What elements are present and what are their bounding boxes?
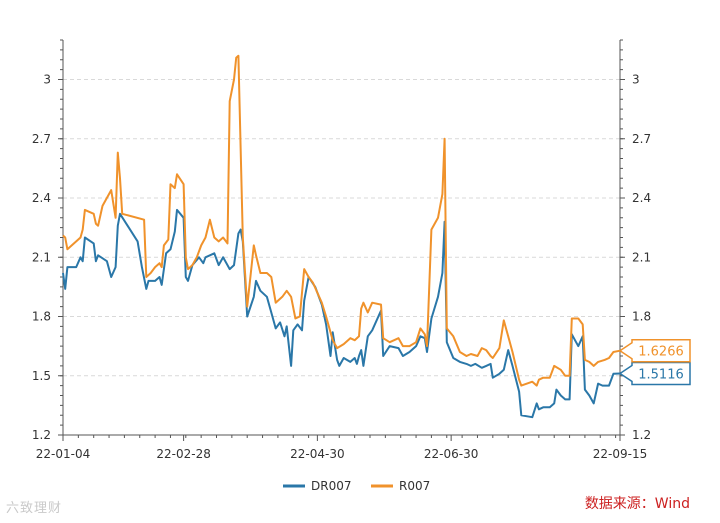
y-tick-label-right: 1.2 bbox=[632, 428, 651, 442]
legend-item-dr007: DR007 bbox=[283, 479, 351, 493]
axes: 1.21.21.51.51.81.82.12.12.42.42.72.73322… bbox=[32, 39, 651, 461]
y-tick-label-left: 2.4 bbox=[32, 191, 51, 205]
x-tick-label: 22-04-30 bbox=[290, 447, 344, 461]
last-value-flags: 1.5116 1.6266 bbox=[618, 338, 691, 386]
legend-label: R007 bbox=[399, 479, 430, 493]
y-tick-label-right: 2.4 bbox=[632, 191, 651, 205]
flag-value: 1.5116 bbox=[638, 367, 684, 382]
y-tick-label-left: 2.1 bbox=[32, 250, 51, 264]
y-tick-label-left: 1.2 bbox=[32, 428, 51, 442]
y-tick-label-left: 3 bbox=[43, 73, 51, 87]
y-tick-label-right: 2.1 bbox=[632, 250, 651, 264]
watermark: 六致理财 bbox=[6, 501, 63, 516]
y-tick-label-right: 1.8 bbox=[632, 310, 651, 324]
x-tick-label: 22-09-15 bbox=[593, 447, 647, 461]
last-value-flag-dr007: 1.5116 bbox=[618, 361, 691, 386]
legend-item-r007: R007 bbox=[371, 479, 430, 493]
y-tick-label-right: 2.7 bbox=[632, 132, 651, 146]
flag-box bbox=[618, 361, 691, 386]
series-lines bbox=[62, 54, 621, 419]
flag-box bbox=[618, 338, 691, 363]
legend: DR007 R007 bbox=[283, 479, 430, 493]
y-tick-label-right: 3 bbox=[632, 73, 640, 87]
x-tick-label: 22-06-30 bbox=[424, 447, 478, 461]
legend-label: DR007 bbox=[311, 479, 351, 493]
series-line-r007 bbox=[62, 54, 621, 387]
grid-lines bbox=[63, 79, 620, 436]
data-source-label: 数据来源：Wind bbox=[584, 496, 690, 512]
y-tick-label-left: 1.8 bbox=[32, 310, 51, 324]
series-line-dr007 bbox=[62, 208, 621, 419]
x-tick-label: 22-02-28 bbox=[156, 447, 210, 461]
x-tick-label: 22-01-04 bbox=[36, 447, 90, 461]
flag-value: 1.6266 bbox=[638, 345, 684, 360]
last-value-flag-r007: 1.6266 bbox=[618, 338, 691, 363]
y-tick-label-left: 2.7 bbox=[32, 132, 51, 146]
y-tick-label-left: 1.5 bbox=[32, 369, 51, 383]
